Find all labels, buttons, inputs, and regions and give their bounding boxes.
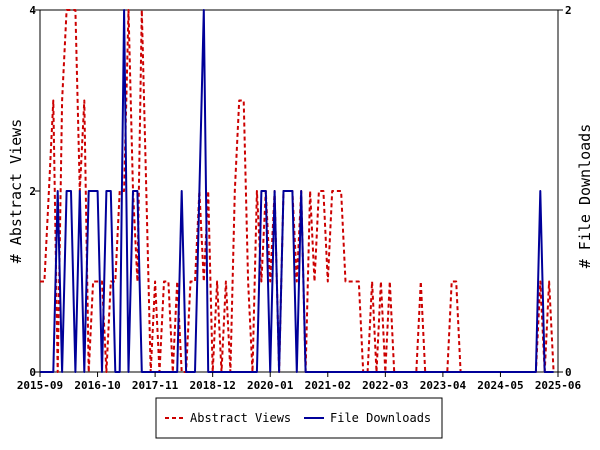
legend-label-abstract-views: Abstract Views <box>190 411 291 425</box>
series-layer <box>40 9 555 373</box>
x-tick-label: 2022-03 <box>362 379 408 392</box>
legend-box <box>155 397 443 439</box>
x-tick-label: 2016-10 <box>74 379 120 392</box>
x-tick-label: 2024-05 <box>477 379 523 392</box>
x-tick-label: 2020-01 <box>247 379 294 392</box>
y-right-tick-label: 0 <box>565 366 572 379</box>
y-left-tick-label: 4 <box>29 4 36 17</box>
x-tick-label: 2015-09 <box>17 379 63 392</box>
x-tick-label: 2025-06 <box>535 379 582 392</box>
axis-layer: 2015-09 2016-10 2017-11 2018-12 2020-01 2021-… <box>17 4 582 392</box>
legend-label-file-downloads: File Downloads <box>330 411 431 425</box>
legend: Abstract Views File Downloads <box>155 397 443 439</box>
x-tick-label: 2018-12 <box>189 379 235 392</box>
x-tick-label: 2021-02 <box>305 379 351 392</box>
x-tick-label: 2023-04 <box>420 379 467 392</box>
y-left-axis-title: # Abstract Views <box>7 119 25 264</box>
y-left-tick-label: 2 <box>29 185 36 198</box>
x-tick-label: 2017-11 <box>132 379 179 392</box>
y-right-axis-title: # File Downloads <box>576 124 594 269</box>
y-right-tick-label: 2 <box>565 4 572 17</box>
series-line-file-downloads <box>40 9 554 373</box>
y-left-tick-label: 0 <box>29 366 36 379</box>
